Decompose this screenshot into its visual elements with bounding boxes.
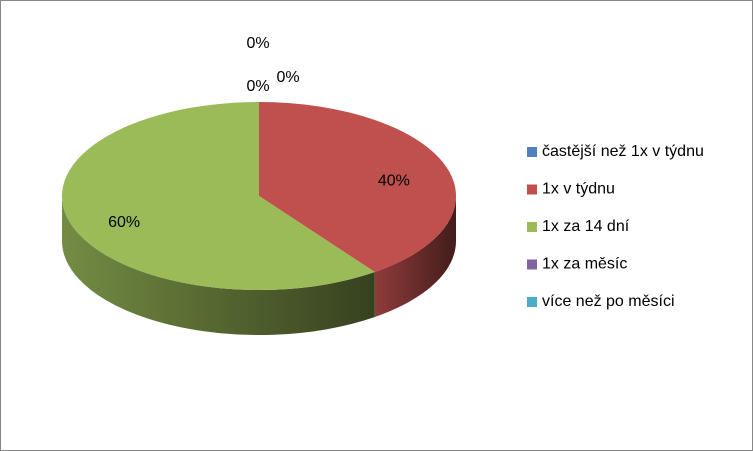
slice-side: [62, 196, 375, 336]
legend-swatch: [527, 184, 537, 195]
slice-side: [374, 196, 456, 318]
legend-label: více než po měsíci: [542, 293, 675, 310]
data-label: 40%: [378, 172, 410, 189]
legend-swatch: [527, 297, 537, 307]
data-label: 0%: [246, 35, 269, 52]
legend-label: 1x v týdnu: [542, 181, 615, 198]
data-labels: 0% 40% 60% 0% 0%: [108, 35, 410, 231]
legend-swatch: [527, 147, 537, 157]
data-label: 0%: [246, 78, 269, 95]
slice: [62, 102, 375, 290]
pie-sides: [62, 196, 456, 336]
legend: častější než 1x v týdnu 1x v týdnu 1x za 1…: [527, 143, 704, 310]
data-label: 60%: [108, 214, 140, 231]
legend-label: 1x za měsíc: [542, 256, 627, 273]
pie-tops: [62, 102, 456, 290]
legend-swatch: [527, 222, 537, 232]
legend-swatch: [527, 259, 537, 270]
slice: [259, 102, 456, 273]
data-label: 0%: [276, 69, 299, 86]
legend-label: častější než 1x v týdnu: [542, 143, 704, 160]
legend-label: 1x za 14 dní: [542, 218, 630, 235]
